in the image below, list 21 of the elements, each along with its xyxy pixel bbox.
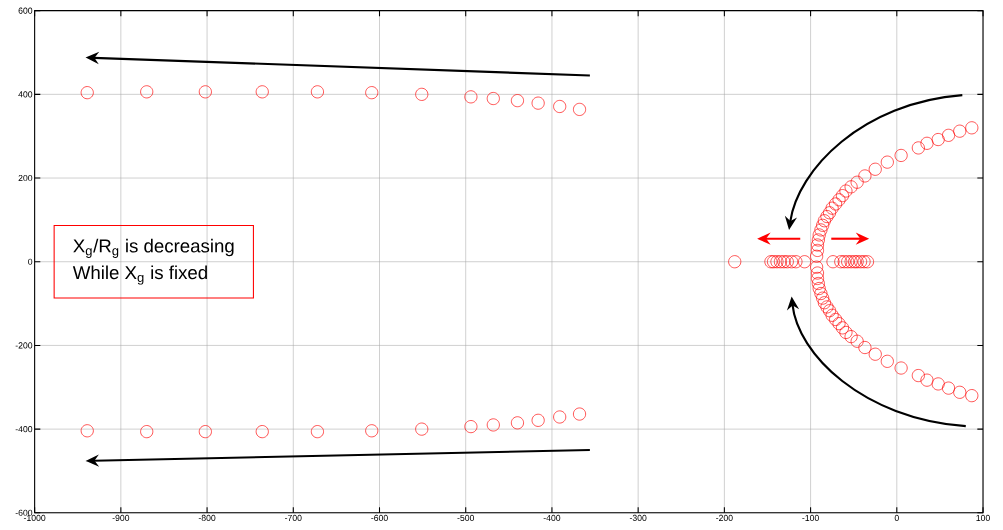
y-tick-label: 400 [18, 91, 33, 98]
x-tick-label: -900 [112, 514, 130, 521]
x-tick-label: -600 [371, 514, 388, 521]
annotation: X$_{g}$/R$_{g}$ is decreasing [73, 238, 234, 258]
y-tick-label: -600 [15, 509, 33, 516]
x-tick-label: -1000 [23, 514, 46, 521]
x-tick-label: -400 [543, 514, 561, 521]
x-tick-label: -300 [629, 514, 647, 521]
y-tick-label: -400 [15, 426, 33, 433]
x-tick-label: -700 [285, 514, 302, 521]
x-tick-label: 100 [976, 514, 990, 521]
y-tick-label: -200 [15, 342, 33, 349]
annotation: While X$_{g}$ is fixed [72, 265, 207, 285]
y-tick-label: 0 [28, 258, 33, 265]
x-tick-label: -800 [198, 514, 216, 521]
y-tick-label: 600 [18, 7, 33, 14]
x-tick-label: -100 [802, 514, 819, 521]
x-tick-label: 0 [894, 514, 899, 521]
y-tick-label: 200 [18, 174, 33, 182]
x-tick-label: -200 [716, 514, 733, 521]
x-tick-label: -500 [457, 514, 475, 521]
